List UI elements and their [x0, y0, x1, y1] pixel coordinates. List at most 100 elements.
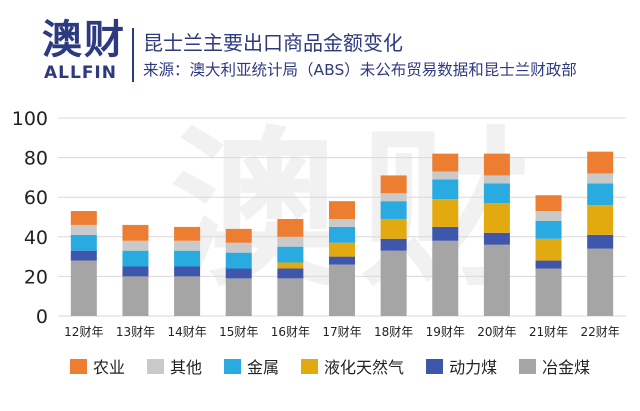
- legend-label: 液化天然气: [324, 358, 405, 377]
- bar-segment: [122, 250, 149, 267]
- bar-segment: [70, 260, 97, 316]
- bar-segment: [329, 242, 355, 257]
- bar-segment: [70, 224, 97, 235]
- legend: 农业 其他 金属 液化天然气 动力煤 冶金煤: [70, 354, 630, 378]
- bar-segment: [174, 240, 201, 251]
- legend-swatch: [147, 358, 165, 374]
- x-tick-label: 20财年: [477, 325, 516, 339]
- bar-segment: [174, 276, 201, 316]
- legend-label: 冶金煤: [542, 358, 591, 377]
- legend-item: 其他: [147, 354, 202, 378]
- bar-segment: [587, 205, 614, 235]
- bar-segment: [380, 218, 407, 239]
- x-tick-label: 22财年: [581, 325, 620, 339]
- bar-segment: [329, 264, 355, 316]
- bar-segment: [483, 232, 510, 245]
- bar-segment: [70, 211, 97, 225]
- legend-item: 动力煤: [426, 354, 497, 378]
- chart-source: 来源：澳大利亚统计局（ABS）未公布贸易数据和昆士兰财政部: [143, 61, 577, 79]
- bar-segment: [587, 151, 614, 174]
- y-tick-label: 60: [24, 187, 48, 209]
- bar-segment: [483, 153, 510, 176]
- bar-segment: [535, 268, 562, 316]
- bar-segment: [587, 248, 614, 316]
- bar-segment: [535, 220, 562, 239]
- bar-segment: [380, 175, 407, 194]
- legend-swatch: [70, 358, 87, 374]
- bar-segment: [225, 228, 252, 243]
- header: 澳财 ALLFIN 昆士兰主要出口商品金额变化 来源：澳大利亚统计局（ABS）未…: [0, 0, 640, 100]
- x-tick-label: 17财年: [322, 325, 361, 339]
- legend-label: 其他: [170, 358, 203, 377]
- bar-segment: [329, 218, 355, 227]
- legend-item: 冶金煤: [519, 354, 590, 378]
- bar-segment: [122, 276, 149, 316]
- bar-segment: [329, 256, 355, 265]
- bar-segment: [380, 193, 407, 202]
- bar-segment: [432, 179, 459, 200]
- bar-segment: [122, 240, 149, 251]
- bar-segment: [535, 238, 562, 261]
- legend-swatch: [426, 358, 444, 374]
- y-tick-label: 80: [24, 148, 48, 170]
- header-divider: [132, 28, 134, 82]
- stacked-bar-chart: 0 20 40 60 80 100 12财年 13财年 14财年 15财年 16财年 17财年 18财年…: [12, 108, 626, 339]
- bar-segment: [587, 234, 614, 249]
- legend-item: 金属: [224, 354, 279, 378]
- x-tick-label: 18财年: [374, 325, 413, 339]
- bar-segment: [432, 226, 459, 241]
- bar-segment: [174, 266, 201, 277]
- x-tick-label: 12财年: [64, 325, 103, 339]
- x-tick-label: 16财年: [271, 325, 310, 339]
- legend-item: 液化天然气: [301, 354, 404, 378]
- bar-segment: [535, 260, 562, 269]
- bar-segment: [174, 250, 201, 267]
- bar-segment: [432, 240, 459, 316]
- bar-segment: [277, 278, 304, 316]
- bar-segment: [483, 244, 510, 316]
- bar-segment: [225, 242, 252, 253]
- bar-segment: [277, 246, 304, 263]
- x-tick-label: 19财年: [426, 325, 465, 339]
- y-tick-label: 40: [24, 227, 48, 249]
- chart-title: 昆士兰主要出口商品金额变化: [143, 31, 403, 55]
- bar-segment: [432, 153, 459, 172]
- bar-segment: [587, 183, 614, 206]
- bar-segment: [277, 262, 304, 269]
- legend-swatch: [519, 358, 537, 374]
- bar-segment: [277, 218, 304, 237]
- bar-segment: [535, 211, 562, 221]
- x-tick-label: 14财年: [167, 325, 206, 339]
- bar-segment: [432, 199, 459, 227]
- bar-segment: [380, 238, 407, 251]
- bar-segment: [225, 268, 252, 279]
- legend-label: 动力煤: [449, 358, 498, 377]
- bar-segment: [483, 175, 510, 184]
- legend-label: 农业: [93, 358, 126, 377]
- bar-segment: [587, 173, 614, 184]
- bar-segment: [70, 250, 97, 261]
- bar-segment: [483, 183, 510, 204]
- bar-segment: [122, 266, 149, 277]
- bar-segment: [225, 252, 252, 269]
- y-tick-label: 0: [36, 306, 48, 328]
- bar-segment: [122, 224, 149, 241]
- legend-swatch: [301, 358, 319, 374]
- logo-subtext: ALLFIN: [44, 63, 117, 83]
- bar-segment: [432, 171, 459, 180]
- x-tick-label: 21财年: [529, 325, 568, 339]
- legend-swatch: [224, 358, 242, 374]
- bar-segment: [277, 236, 304, 247]
- legend-label: 金属: [247, 358, 280, 377]
- bar-segment: [225, 278, 252, 316]
- logo-text: 澳财: [42, 17, 126, 63]
- x-tick-label: 15财年: [219, 325, 258, 339]
- bar-segment: [483, 203, 510, 233]
- bar-segment: [380, 250, 407, 316]
- bar-segment: [329, 201, 355, 219]
- y-tick-label: 20: [24, 266, 48, 288]
- y-tick-label: 100: [12, 108, 48, 130]
- legend-item: 农业: [70, 354, 125, 378]
- bar-segment: [174, 226, 201, 241]
- x-tick-label: 13财年: [116, 325, 155, 339]
